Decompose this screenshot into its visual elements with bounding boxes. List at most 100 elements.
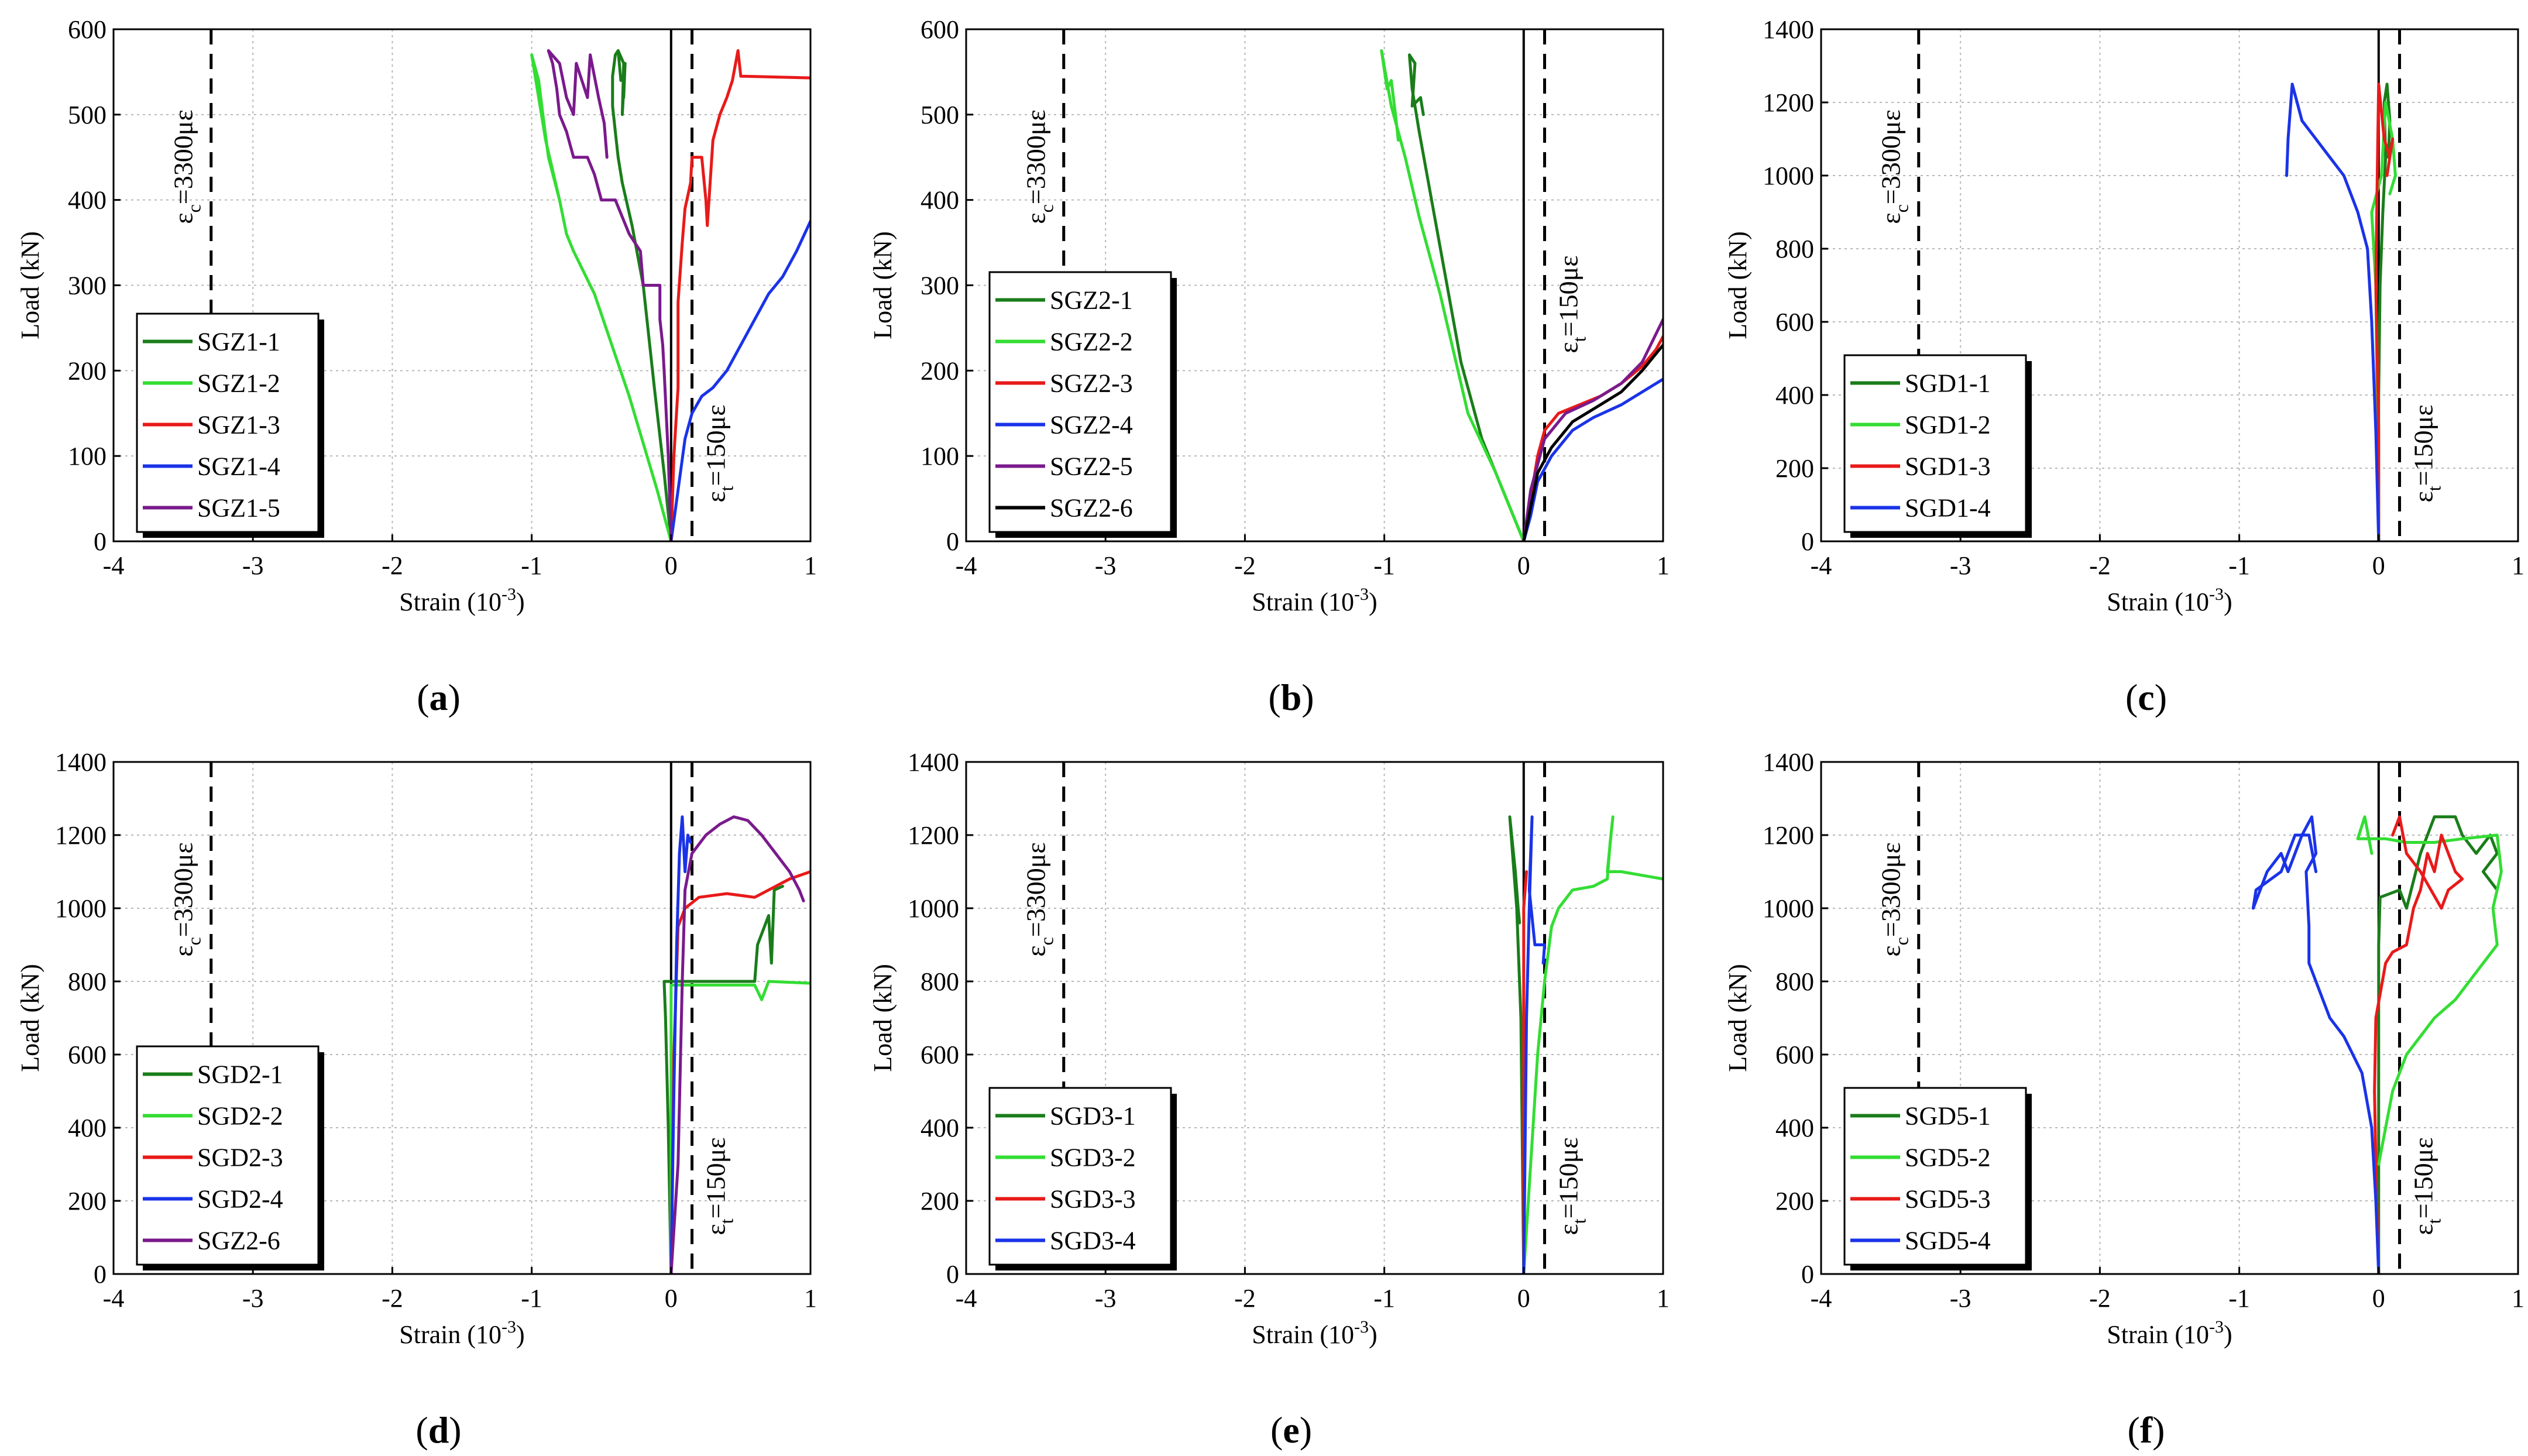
x-axis-label-exponent: -3 bbox=[1354, 585, 1369, 604]
marker-value: =3300με bbox=[169, 109, 198, 204]
marker-value: =3300με bbox=[1876, 109, 1906, 204]
panel-label-open: ( bbox=[2128, 1409, 2140, 1451]
y-tick-label: 600 bbox=[68, 15, 107, 44]
marker-epsilon: ε bbox=[1876, 945, 1906, 956]
marker-value: =150με bbox=[1554, 1137, 1584, 1218]
x-tick-label: -1 bbox=[521, 1284, 542, 1313]
x-axis-label-text: Strain (10 bbox=[399, 1320, 502, 1349]
panel-label: (b) bbox=[1268, 677, 1314, 718]
y-tick-label: 1400 bbox=[55, 748, 107, 777]
series-line-sgd5-1 bbox=[2377, 815, 2499, 1274]
series-line-sgd5-3 bbox=[2373, 815, 2464, 1274]
x-tick-label: -2 bbox=[382, 551, 403, 580]
axes-frame bbox=[1820, 28, 2519, 542]
panel-label-open: ( bbox=[1270, 1409, 1283, 1451]
y-tick-label: 500 bbox=[920, 101, 959, 129]
panel-label-open: ( bbox=[417, 677, 429, 718]
x-axis-label-close: ) bbox=[516, 1320, 525, 1349]
legend-label: SGZ1-4 bbox=[197, 452, 280, 481]
compressive-marker-label: εc=3300με bbox=[169, 842, 205, 956]
y-tick-label: 400 bbox=[920, 186, 959, 215]
x-axis-label-text: Strain (10 bbox=[1252, 1320, 1354, 1349]
series-line-sgd1-4 bbox=[2285, 83, 2381, 541]
y-tick-label: 300 bbox=[68, 272, 107, 300]
series-group bbox=[530, 49, 810, 541]
series-line-sgd2-4 bbox=[669, 815, 692, 1274]
legend-label: SGD1-2 bbox=[1905, 411, 1991, 439]
y-tick-label: 0 bbox=[1801, 527, 1814, 556]
y-tick-label: 1400 bbox=[1763, 15, 1814, 44]
x-axis-label: Strain (10-3) bbox=[399, 1317, 524, 1349]
y-tick-label: 1400 bbox=[908, 748, 959, 777]
x-axis-label-close: ) bbox=[2224, 588, 2232, 616]
series-line-sgd1-3 bbox=[2374, 83, 2395, 541]
x-axis-label: Strain (10-3) bbox=[1252, 1317, 1377, 1349]
panel-label: (c) bbox=[2125, 677, 2167, 718]
compressive-marker-label: εc=3300με bbox=[1021, 109, 1057, 224]
legend-label: SGZ1-1 bbox=[197, 328, 280, 356]
x-tick-label: -4 bbox=[103, 1284, 125, 1313]
x-axis-label-exponent: -3 bbox=[2209, 585, 2224, 604]
y-tick-label: 0 bbox=[94, 527, 107, 556]
grid bbox=[966, 762, 1663, 1274]
legend-label: SGD5-3 bbox=[1905, 1185, 1991, 1214]
legend: SGD1-1 SGD1-2 SGD1-3 SGD1-4 bbox=[1843, 354, 2032, 538]
marker-subscript: t bbox=[1569, 336, 1590, 342]
tensile-marker-label: εt=150με bbox=[701, 1137, 737, 1235]
axes-frame bbox=[1820, 761, 2519, 1275]
x-tick-label: -2 bbox=[382, 1284, 403, 1313]
legend-label: SGZ2-6 bbox=[1050, 494, 1133, 523]
series-line-sgd1-1 bbox=[2377, 83, 2392, 541]
panel-label-letter: a bbox=[430, 677, 448, 718]
y-tick-label: 200 bbox=[1775, 454, 1814, 483]
marker-value: =3300με bbox=[169, 842, 198, 937]
series-group bbox=[1508, 815, 1663, 1274]
grid bbox=[1821, 29, 2518, 541]
x-axis-label-exponent: -3 bbox=[502, 1317, 516, 1337]
marker-value: =3300με bbox=[1021, 842, 1051, 937]
x-tick-label: -4 bbox=[103, 551, 125, 580]
legend-label: SGD5-2 bbox=[1905, 1143, 1991, 1172]
panel-label-open: ( bbox=[415, 1409, 428, 1451]
x-axis-label: Strain (10-3) bbox=[1252, 585, 1377, 616]
y-tick-label: 1200 bbox=[55, 821, 107, 850]
series-line-sgd5-2 bbox=[2356, 815, 2503, 1166]
y-axis-label: Load (kN) bbox=[1723, 964, 1752, 1072]
y-axis-label: Load (kN) bbox=[16, 231, 44, 339]
legend-label: SGD3-3 bbox=[1050, 1185, 1136, 1214]
legend: SGD5-1 SGD5-2 SGD5-3 SGD5-4 bbox=[1843, 1087, 2032, 1270]
x-tick-label: 1 bbox=[2512, 551, 2524, 580]
y-tick-label: 200 bbox=[920, 1187, 959, 1215]
legend-label: SGD1-4 bbox=[1905, 494, 1991, 523]
x-tick-label: -1 bbox=[1373, 551, 1395, 580]
chart-panel-e: -4 -3 -2 -1 0 1 0 200 400 600 800 1000 1200 1400 Strai… bbox=[868, 748, 1670, 1451]
series-line-sgd5-4 bbox=[2251, 815, 2381, 1274]
x-tick-label: 0 bbox=[2372, 1284, 2385, 1313]
series-line-sgz2-5 bbox=[1522, 318, 1663, 541]
marker-value: =150με bbox=[701, 404, 731, 486]
y-tick-label: 600 bbox=[1775, 1041, 1814, 1069]
panel-label-close: ) bbox=[449, 1409, 461, 1451]
panel-label: (e) bbox=[1270, 1409, 1312, 1451]
x-tick-label: 0 bbox=[1517, 551, 1530, 580]
marker-value: =3300με bbox=[1876, 842, 1906, 937]
series-line-sgz1-1 bbox=[611, 49, 673, 541]
x-tick-label: -4 bbox=[1811, 1284, 1832, 1313]
x-axis-label-text: Strain (10 bbox=[1252, 588, 1354, 616]
tensile-marker-label: εt=150με bbox=[1554, 255, 1590, 353]
marker-epsilon: ε bbox=[1021, 212, 1051, 224]
marker-subscript: t bbox=[1569, 1218, 1590, 1224]
compressive-marker-label: εc=3300με bbox=[169, 109, 205, 224]
series-line-sgd2-2 bbox=[669, 980, 810, 1274]
series-line-sgz1-5 bbox=[547, 49, 673, 541]
legend-label: SGZ2-5 bbox=[1050, 452, 1133, 481]
y-tick-label: 400 bbox=[1775, 1114, 1814, 1142]
marker-epsilon: ε bbox=[2409, 491, 2438, 502]
series-group bbox=[2251, 815, 2503, 1274]
x-tick-label: 0 bbox=[665, 1284, 678, 1313]
series-line-sgd2-1 bbox=[662, 885, 784, 1274]
tensile-marker-label: εt=150με bbox=[2409, 404, 2445, 502]
panel-label-close: ) bbox=[2152, 1409, 2165, 1451]
